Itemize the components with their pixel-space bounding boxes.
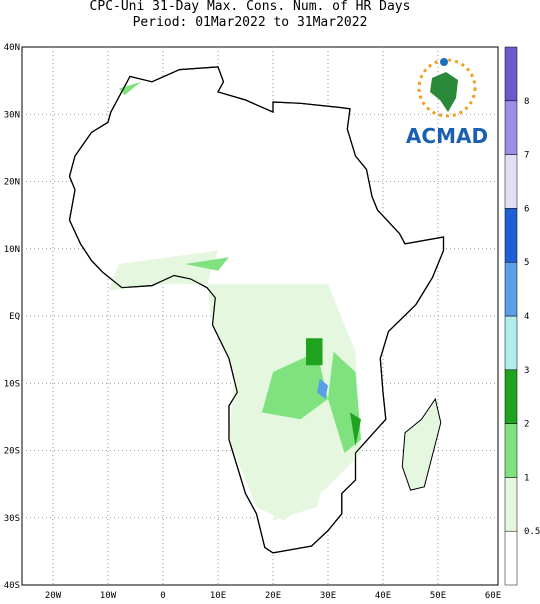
logo-sun (417, 58, 477, 118)
lat-label: 10N (4, 245, 20, 255)
lon-label: 20W (45, 591, 62, 600)
lon-label: 10W (100, 591, 117, 600)
lat-label: 30S (4, 514, 20, 524)
colorbar-segment (504, 369, 518, 424)
rain-area (306, 338, 323, 366)
rain-area (185, 257, 229, 271)
lon-label: 0 (160, 591, 165, 600)
colorbar: 0.5 1 2 3 4 5 6 7 8 (504, 46, 540, 586)
lon-label: 10E (210, 591, 226, 600)
colorbar-label: 5 (524, 258, 529, 268)
rain-area (108, 250, 218, 291)
colorbar-segment (504, 261, 518, 317)
colorbar-segment (504, 315, 518, 371)
colorbar-segment (504, 477, 518, 532)
tick-labels: 40N 30N 20N 10N EQ 10S 20S 30S 40S 20W 10W 0 10E 20E 3… (4, 43, 501, 601)
lat-label: 10S (4, 379, 20, 389)
lon-label: 20E (265, 591, 281, 600)
colorbar-segment (504, 530, 518, 586)
colorbar-label: 1 (524, 473, 529, 483)
colorbar-label: 6 (524, 204, 529, 214)
rain-area (262, 351, 328, 420)
logo-drop (440, 58, 448, 66)
colorbar-label: 3 (524, 366, 529, 376)
title: CPC-Uni 31-Day Max. Cons. Num. of HR Day… (90, 0, 411, 14)
lat-label: EQ (9, 312, 20, 322)
logo-text: ACMAD (406, 124, 488, 148)
rain-area (350, 412, 361, 447)
colorbar-segment (504, 208, 518, 263)
colorbar-label: 8 (524, 97, 529, 107)
colorbar-segment (504, 423, 518, 478)
lon-label: 60E (485, 591, 501, 600)
lat-label: 30N (4, 110, 20, 120)
land (68, 66, 445, 554)
colorbar-segment (504, 46, 518, 102)
lat-label: 20N (4, 178, 20, 188)
logo: ACMAD (406, 58, 488, 148)
coastline (68, 66, 445, 554)
lon-label: 50E (430, 591, 446, 600)
colorbar-segment (504, 154, 518, 209)
logo-africa (430, 72, 458, 112)
rain-area (273, 453, 328, 521)
lat-label: 40N (4, 43, 20, 53)
colorbar-label: 2 (524, 420, 529, 430)
lat-label: 20S (4, 447, 20, 457)
lon-label: 40E (375, 591, 391, 600)
colorbar-label: 4 (524, 312, 529, 322)
rain-area (317, 378, 328, 399)
subtitle: Period: 01Mar2022 to 31Mar2022 (133, 15, 368, 30)
island (401, 397, 442, 491)
lon-label: 30E (320, 591, 336, 600)
lat-label: 40S (4, 581, 20, 591)
colorbar-segment (504, 100, 518, 155)
colorbar-label: 7 (524, 151, 529, 161)
rain-area (119, 81, 141, 96)
colorbar-label: 0.5 (524, 527, 540, 537)
